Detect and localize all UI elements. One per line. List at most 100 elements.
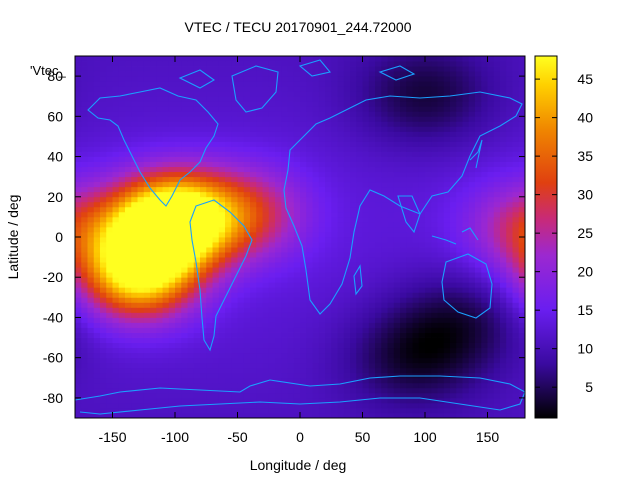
heatmap-cell [118, 357, 126, 364]
heatmap-cell [325, 277, 332, 283]
heatmap-cell [350, 342, 357, 349]
heatmap-cell [343, 332, 351, 338]
heatmap-cell [268, 342, 276, 349]
heatmap-cell [150, 287, 157, 293]
heatmap-cell [506, 342, 513, 349]
heatmap-cell [500, 347, 507, 354]
heatmap-cell [200, 362, 207, 369]
heatmap-cell [75, 317, 82, 323]
heatmap-cell [331, 392, 338, 399]
heatmap-cell [112, 131, 120, 137]
heatmap-cell [493, 262, 501, 268]
heatmap-cell [287, 206, 295, 213]
heatmap-cell [281, 121, 288, 127]
heatmap-cell [81, 412, 88, 418]
heatmap-cell [375, 252, 382, 258]
heatmap-cell [425, 407, 432, 414]
heatmap-cell [156, 392, 163, 399]
heatmap-cell [431, 86, 438, 92]
heatmap-cell [425, 247, 432, 253]
heatmap-cell [281, 267, 288, 273]
heatmap-cell [418, 312, 426, 318]
heatmap-cell [175, 116, 182, 122]
heatmap-cell [237, 206, 245, 213]
heatmap-cell [287, 392, 295, 399]
heatmap-cell [481, 111, 488, 117]
heatmap-cell [425, 312, 432, 318]
heatmap-cell [100, 206, 107, 213]
heatmap-cell [356, 101, 363, 107]
heatmap-cell [225, 176, 232, 183]
heatmap-cell [450, 226, 457, 233]
heatmap-cell [512, 86, 520, 92]
heatmap-cell [156, 312, 163, 318]
heatmap-cell [162, 282, 170, 288]
heatmap-cell [331, 282, 338, 288]
heatmap-cell [500, 201, 507, 208]
heatmap-cell [387, 287, 395, 293]
heatmap-cell [387, 387, 395, 394]
heatmap-cell [75, 101, 82, 107]
heatmap-cell [75, 342, 82, 349]
heatmap-cell [300, 96, 307, 102]
heatmap-cell [281, 211, 288, 218]
heatmap-cell [475, 181, 482, 188]
heatmap-cell [206, 262, 213, 268]
heatmap-cell [350, 362, 357, 369]
heatmap-cell [300, 327, 307, 333]
heatmap-cell [462, 186, 470, 193]
heatmap-cell [181, 237, 188, 243]
heatmap-cell [187, 231, 195, 238]
heatmap-cell [475, 312, 482, 318]
heatmap-cell [162, 186, 170, 193]
heatmap-cell [75, 131, 82, 137]
heatmap-cell [93, 402, 101, 409]
heatmap-cell [418, 76, 426, 82]
heatmap-cell [293, 367, 301, 374]
heatmap-cell [350, 106, 357, 112]
heatmap-cell [518, 342, 525, 349]
heatmap-cell [93, 292, 101, 298]
heatmap-cell [400, 287, 407, 293]
heatmap-cell [431, 307, 438, 313]
heatmap-cell [87, 121, 95, 127]
heatmap-cell [443, 282, 451, 288]
heatmap-cell [150, 382, 157, 389]
heatmap-cell [443, 407, 451, 414]
heatmap-cell [518, 146, 525, 152]
heatmap-cell [187, 186, 195, 193]
heatmap-cell [162, 357, 170, 364]
heatmap-cell [487, 186, 495, 193]
heatmap-cell [168, 372, 176, 379]
heatmap-cell [481, 101, 488, 107]
heatmap-cell [487, 307, 495, 313]
heatmap-cell [387, 156, 395, 162]
heatmap-cell [268, 262, 276, 268]
heatmap-cell [437, 272, 445, 278]
heatmap-cell [331, 81, 338, 87]
heatmap-cell [175, 312, 182, 318]
heatmap-cell [150, 252, 157, 258]
heatmap-cell [337, 226, 345, 233]
heatmap-cell [287, 231, 295, 238]
heatmap-cell [212, 362, 220, 369]
heatmap-cell [400, 337, 407, 343]
heatmap-cell [462, 96, 470, 102]
heatmap-cell [300, 171, 307, 178]
heatmap-cell [150, 242, 157, 248]
heatmap-cell [281, 91, 288, 97]
heatmap-cell [350, 146, 357, 152]
heatmap-cell [306, 257, 313, 263]
heatmap-cell [175, 166, 182, 173]
heatmap-cell [81, 66, 88, 72]
heatmap-cell [481, 146, 488, 152]
heatmap-cell [293, 297, 301, 303]
heatmap-cell [143, 121, 151, 127]
heatmap-cell [150, 277, 157, 283]
heatmap-cell [356, 342, 363, 349]
heatmap-cell [425, 151, 432, 157]
heatmap-cell [156, 337, 163, 343]
heatmap-cell [118, 307, 126, 313]
heatmap-cell [81, 191, 88, 198]
heatmap-cell [468, 342, 476, 349]
